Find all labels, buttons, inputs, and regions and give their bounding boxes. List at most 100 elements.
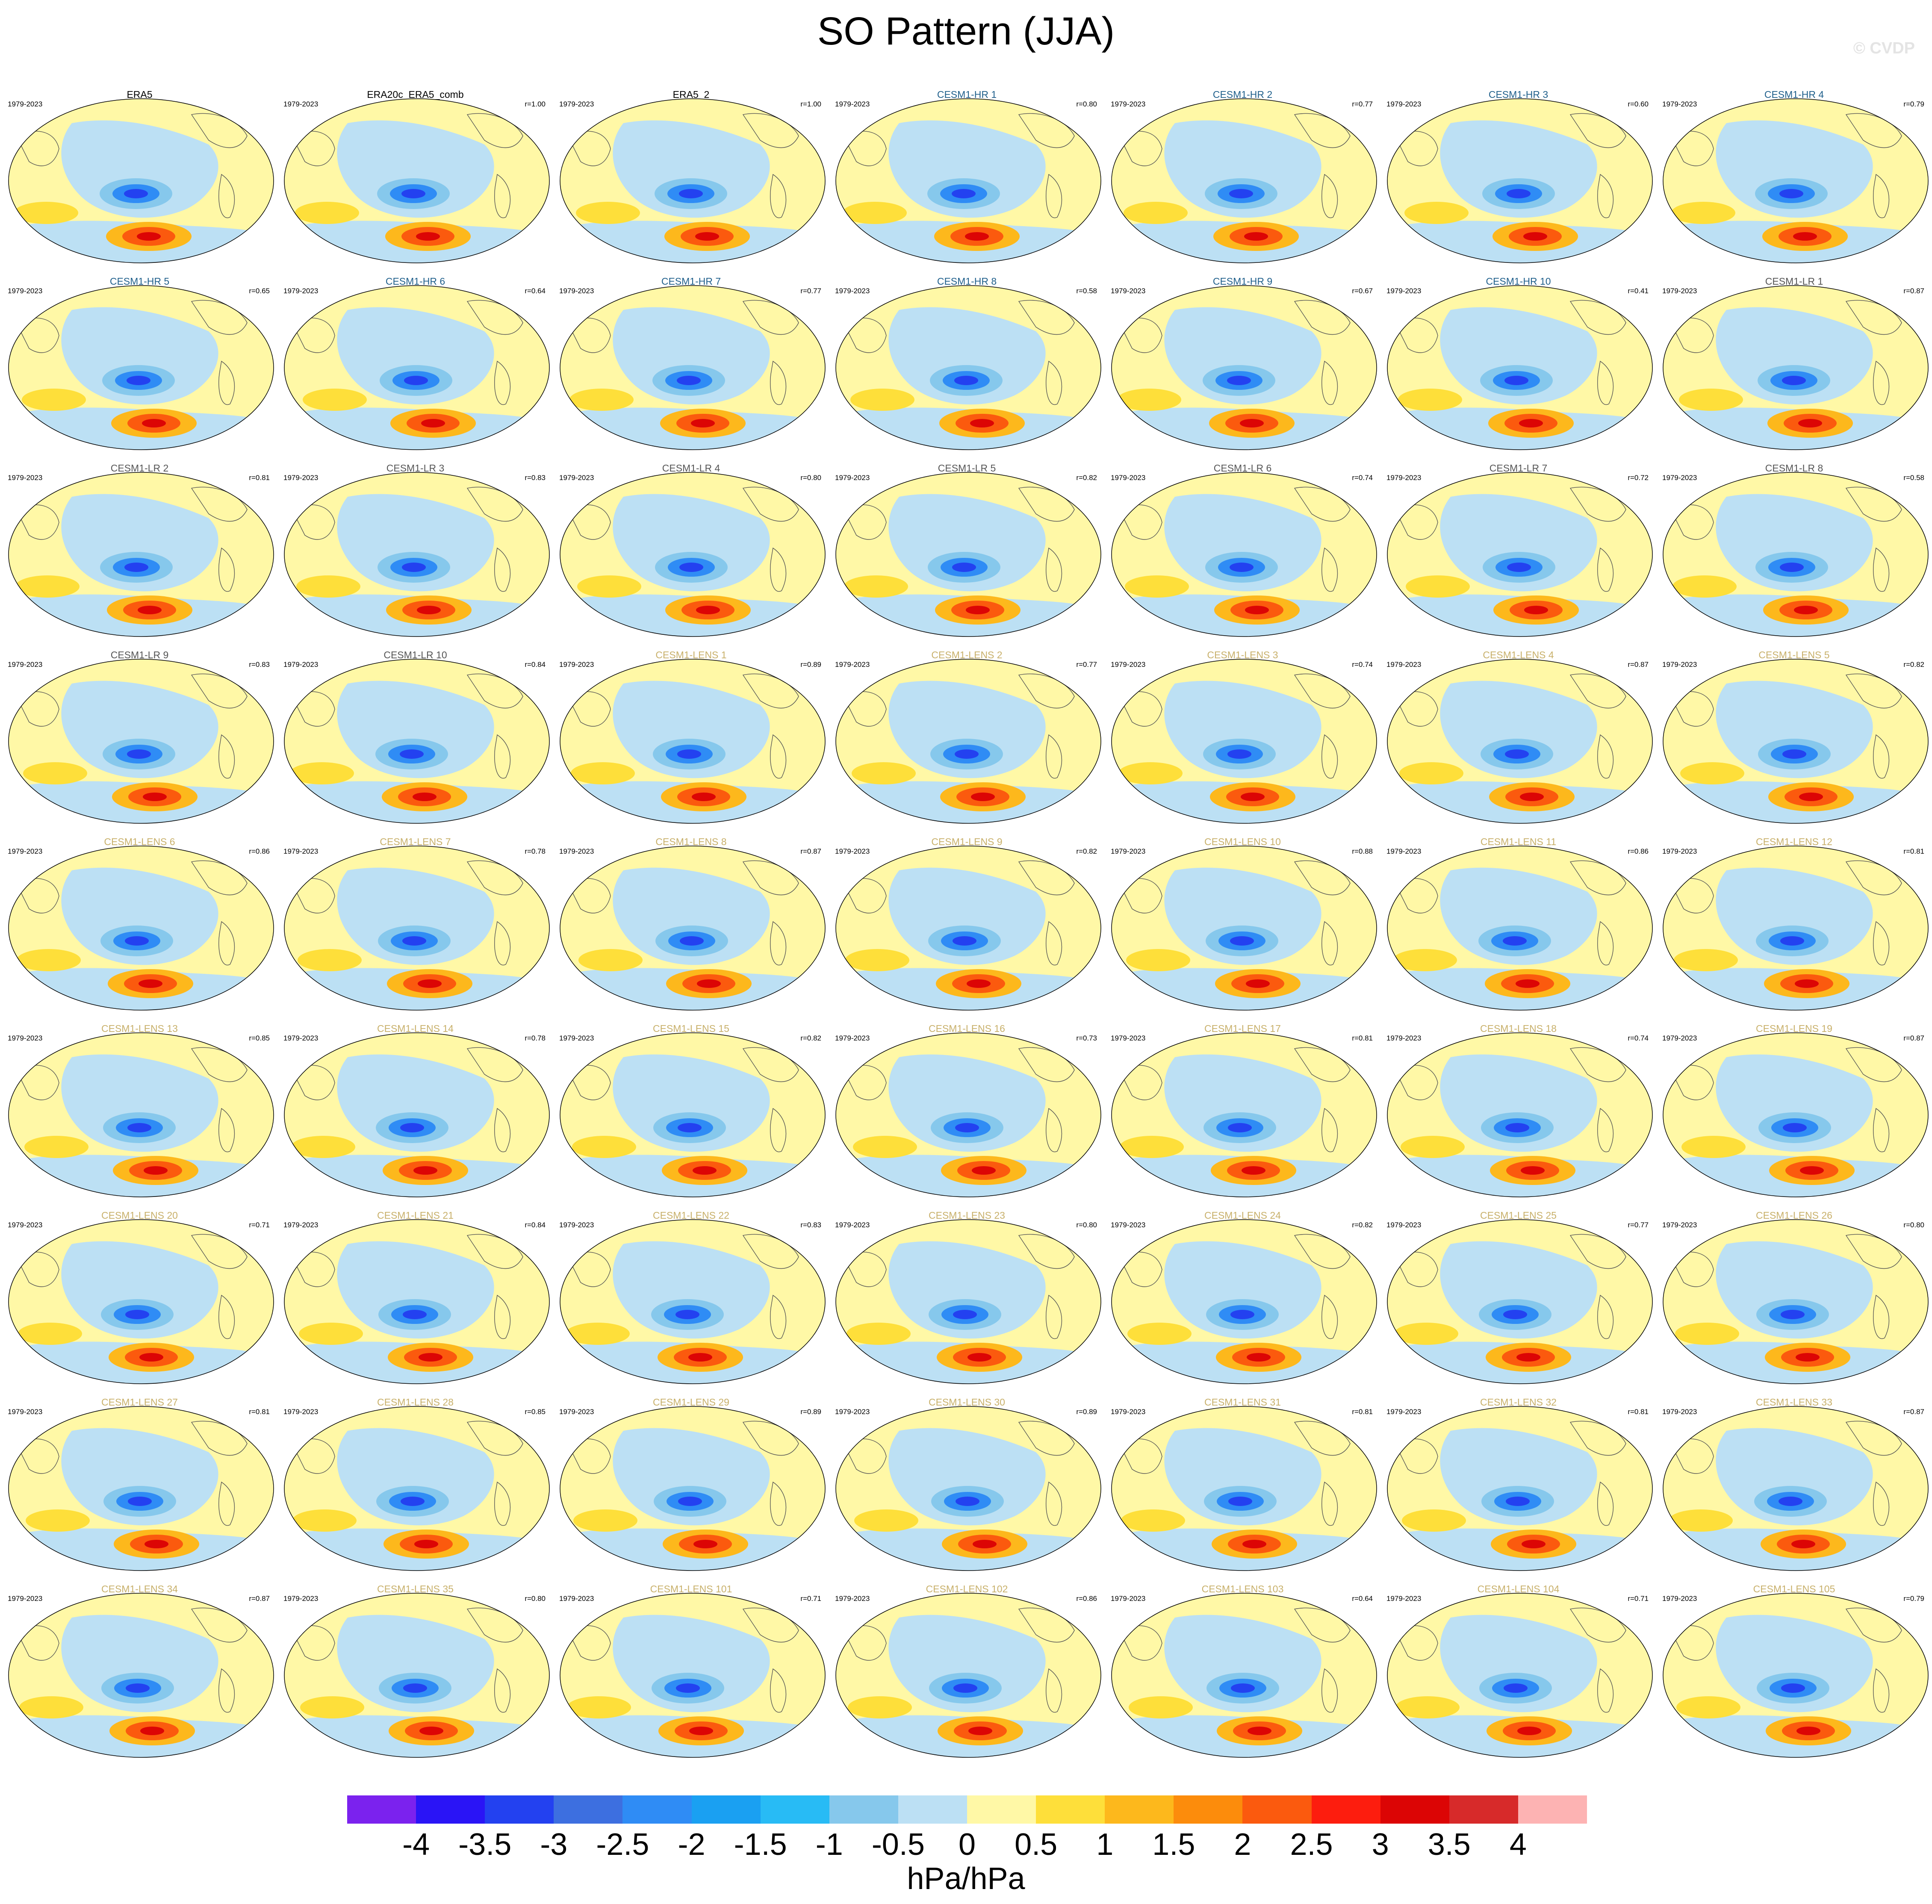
map-image: [1111, 659, 1377, 824]
colorbar-tick-label: 4: [1509, 1827, 1527, 1862]
map-panel: CESM1-HR 5 1979-2023 r=0.65: [2, 272, 277, 452]
map-panel: CESM1-LENS 104 1979-2023 r=0.71: [1380, 1580, 1656, 1760]
panel-period: 1979-2023: [1111, 1595, 1146, 1603]
panel-period: 1979-2023: [283, 847, 319, 855]
panel-title: CESM1-LR 4: [662, 463, 720, 474]
map-panel: CESM1-LENS 29 1979-2023 r=0.89: [553, 1393, 829, 1573]
panel-period: 1979-2023: [1111, 1408, 1146, 1416]
panel-correlation: r=0.71: [249, 1221, 270, 1229]
panel-title: CESM1-LENS 8: [655, 836, 727, 847]
panel-title: CESM1-LENS 102: [926, 1583, 1008, 1595]
colorbar-swatch: [829, 1795, 898, 1824]
map-panel: CESM1-LENS 14 1979-2023 r=0.78: [277, 1020, 553, 1199]
panel-title: CESM1-LENS 21: [377, 1210, 454, 1221]
panel-correlation: r=0.89: [1076, 1408, 1097, 1416]
panel-period: 1979-2023: [283, 474, 319, 482]
panel-title: CESM1-LENS 12: [1756, 836, 1832, 847]
colorbar-tick-label: -2: [678, 1827, 705, 1862]
panel-period: 1979-2023: [1386, 847, 1422, 855]
map-panel: CESM1-HR 4 1979-2023 r=0.79: [1656, 85, 1932, 265]
panel-correlation: r=0.79: [1903, 1595, 1924, 1603]
colorbar-tick-label: -0.5: [871, 1827, 925, 1862]
map-image: [835, 285, 1101, 450]
colorbar-tick-label: 2: [1234, 1827, 1251, 1862]
colorbar-swatch: [347, 1795, 416, 1824]
map-panel: CESM1-HR 2 1979-2023 r=0.77: [1105, 85, 1380, 265]
map-image: [284, 1593, 550, 1758]
panel-period: 1979-2023: [8, 1221, 43, 1229]
panel-period: 1979-2023: [8, 474, 43, 482]
map-image: [1111, 98, 1377, 263]
panel-period: 1979-2023: [8, 1034, 43, 1042]
panel-correlation: r=0.87: [800, 847, 821, 855]
map-image: [8, 1032, 274, 1197]
map-panel: CESM1-LENS 105 1979-2023 r=0.79: [1656, 1580, 1932, 1760]
panel-period: 1979-2023: [8, 100, 43, 108]
panel-period: 1979-2023: [559, 847, 594, 855]
colorbar-swatch: [1105, 1795, 1174, 1824]
map-image: [284, 659, 550, 824]
panel-correlation: r=0.78: [525, 847, 546, 855]
panel-period: 1979-2023: [8, 287, 43, 295]
map-panel: CESM1-HR 3 1979-2023 r=0.60: [1380, 85, 1656, 265]
map-image: [8, 98, 274, 263]
panel-period: 1979-2023: [835, 1408, 870, 1416]
panel-correlation: r=0.83: [249, 660, 270, 669]
map-image: [1387, 846, 1653, 1011]
panel-title: CESM1-LENS 32: [1480, 1397, 1557, 1408]
map-panel: CESM1-LENS 21 1979-2023 r=0.84: [277, 1206, 553, 1386]
colorbar-swatch: [1518, 1795, 1587, 1824]
panel-correlation: r=0.86: [1628, 847, 1649, 855]
colorbar-tick-label: -1: [815, 1827, 843, 1862]
map-panel: CESM1-LENS 12 1979-2023 r=0.81: [1656, 833, 1932, 1012]
panel-correlation: r=1.00: [525, 100, 546, 108]
panel-correlation: r=0.89: [800, 660, 821, 669]
panel-period: 1979-2023: [835, 1595, 870, 1603]
panel-correlation: r=0.82: [1076, 474, 1097, 482]
panel-correlation: r=0.74: [1352, 474, 1373, 482]
panel-title: CESM1-LENS 22: [653, 1210, 729, 1221]
map-panel: CESM1-LENS 19 1979-2023 r=0.87: [1656, 1020, 1932, 1199]
panel-title: CESM1-LR 9: [110, 649, 169, 660]
panel-title: CESM1-LENS 6: [104, 836, 175, 847]
colorbar-tick-label: -1.5: [734, 1827, 787, 1862]
panel-title: CESM1-LENS 15: [653, 1023, 729, 1034]
panel-correlation: r=0.83: [525, 474, 546, 482]
panel-title: CESM1-HR 9: [1212, 276, 1273, 287]
panel-correlation: r=0.73: [1076, 1034, 1097, 1042]
panel-period: 1979-2023: [283, 1221, 319, 1229]
panel-title: CESM1-LENS 33: [1756, 1397, 1832, 1408]
panel-title: CESM1-LR 6: [1213, 463, 1272, 474]
colorbar-tick-label: 2.5: [1290, 1827, 1333, 1862]
panel-correlation: r=0.64: [1352, 1595, 1373, 1603]
map-panel: CESM1-LENS 2 1979-2023 r=0.77: [829, 646, 1105, 825]
colorbar-tick-label: -4: [402, 1827, 430, 1862]
panel-title: CESM1-LENS 31: [1204, 1397, 1281, 1408]
map-image: [1111, 846, 1377, 1011]
map-panel: CESM1-LENS 31 1979-2023 r=0.81: [1105, 1393, 1380, 1573]
map-panel: CESM1-HR 10 1979-2023 r=0.41: [1380, 272, 1656, 452]
panel-correlation: r=0.81: [1352, 1408, 1373, 1416]
map-panel: CESM1-HR 8 1979-2023 r=0.58: [829, 272, 1105, 452]
panel-correlation: r=0.86: [1076, 1595, 1097, 1603]
panel-correlation: r=0.87: [1903, 1408, 1924, 1416]
map-image: [560, 1593, 826, 1758]
panel-title: CESM1-LENS 30: [929, 1397, 1005, 1408]
map-image: [8, 1406, 274, 1571]
panel-title: CESM1-LENS 9: [931, 836, 1003, 847]
map-panel: ERA5_2 1979-2023 r=1.00: [553, 85, 829, 265]
map-panel: CESM1-LR 3 1979-2023 r=0.83: [277, 459, 553, 639]
panel-title: CESM1-LR 10: [383, 649, 447, 660]
panel-period: 1979-2023: [559, 1034, 594, 1042]
map-image: [1111, 1406, 1377, 1571]
panel-correlation: r=0.82: [1352, 1221, 1373, 1229]
map-image: [835, 472, 1101, 637]
map-panel: CESM1-LENS 35 1979-2023 r=0.80: [277, 1580, 553, 1760]
panel-period: 1979-2023: [1111, 474, 1146, 482]
map-image: [1387, 659, 1653, 824]
map-panel: CESM1-LR 10 1979-2023 r=0.84: [277, 646, 553, 825]
panel-title: CESM1-LR 3: [386, 463, 445, 474]
map-image: [1663, 1032, 1929, 1197]
map-image: [8, 659, 274, 824]
colorbar-tick-label: 0: [958, 1827, 976, 1862]
